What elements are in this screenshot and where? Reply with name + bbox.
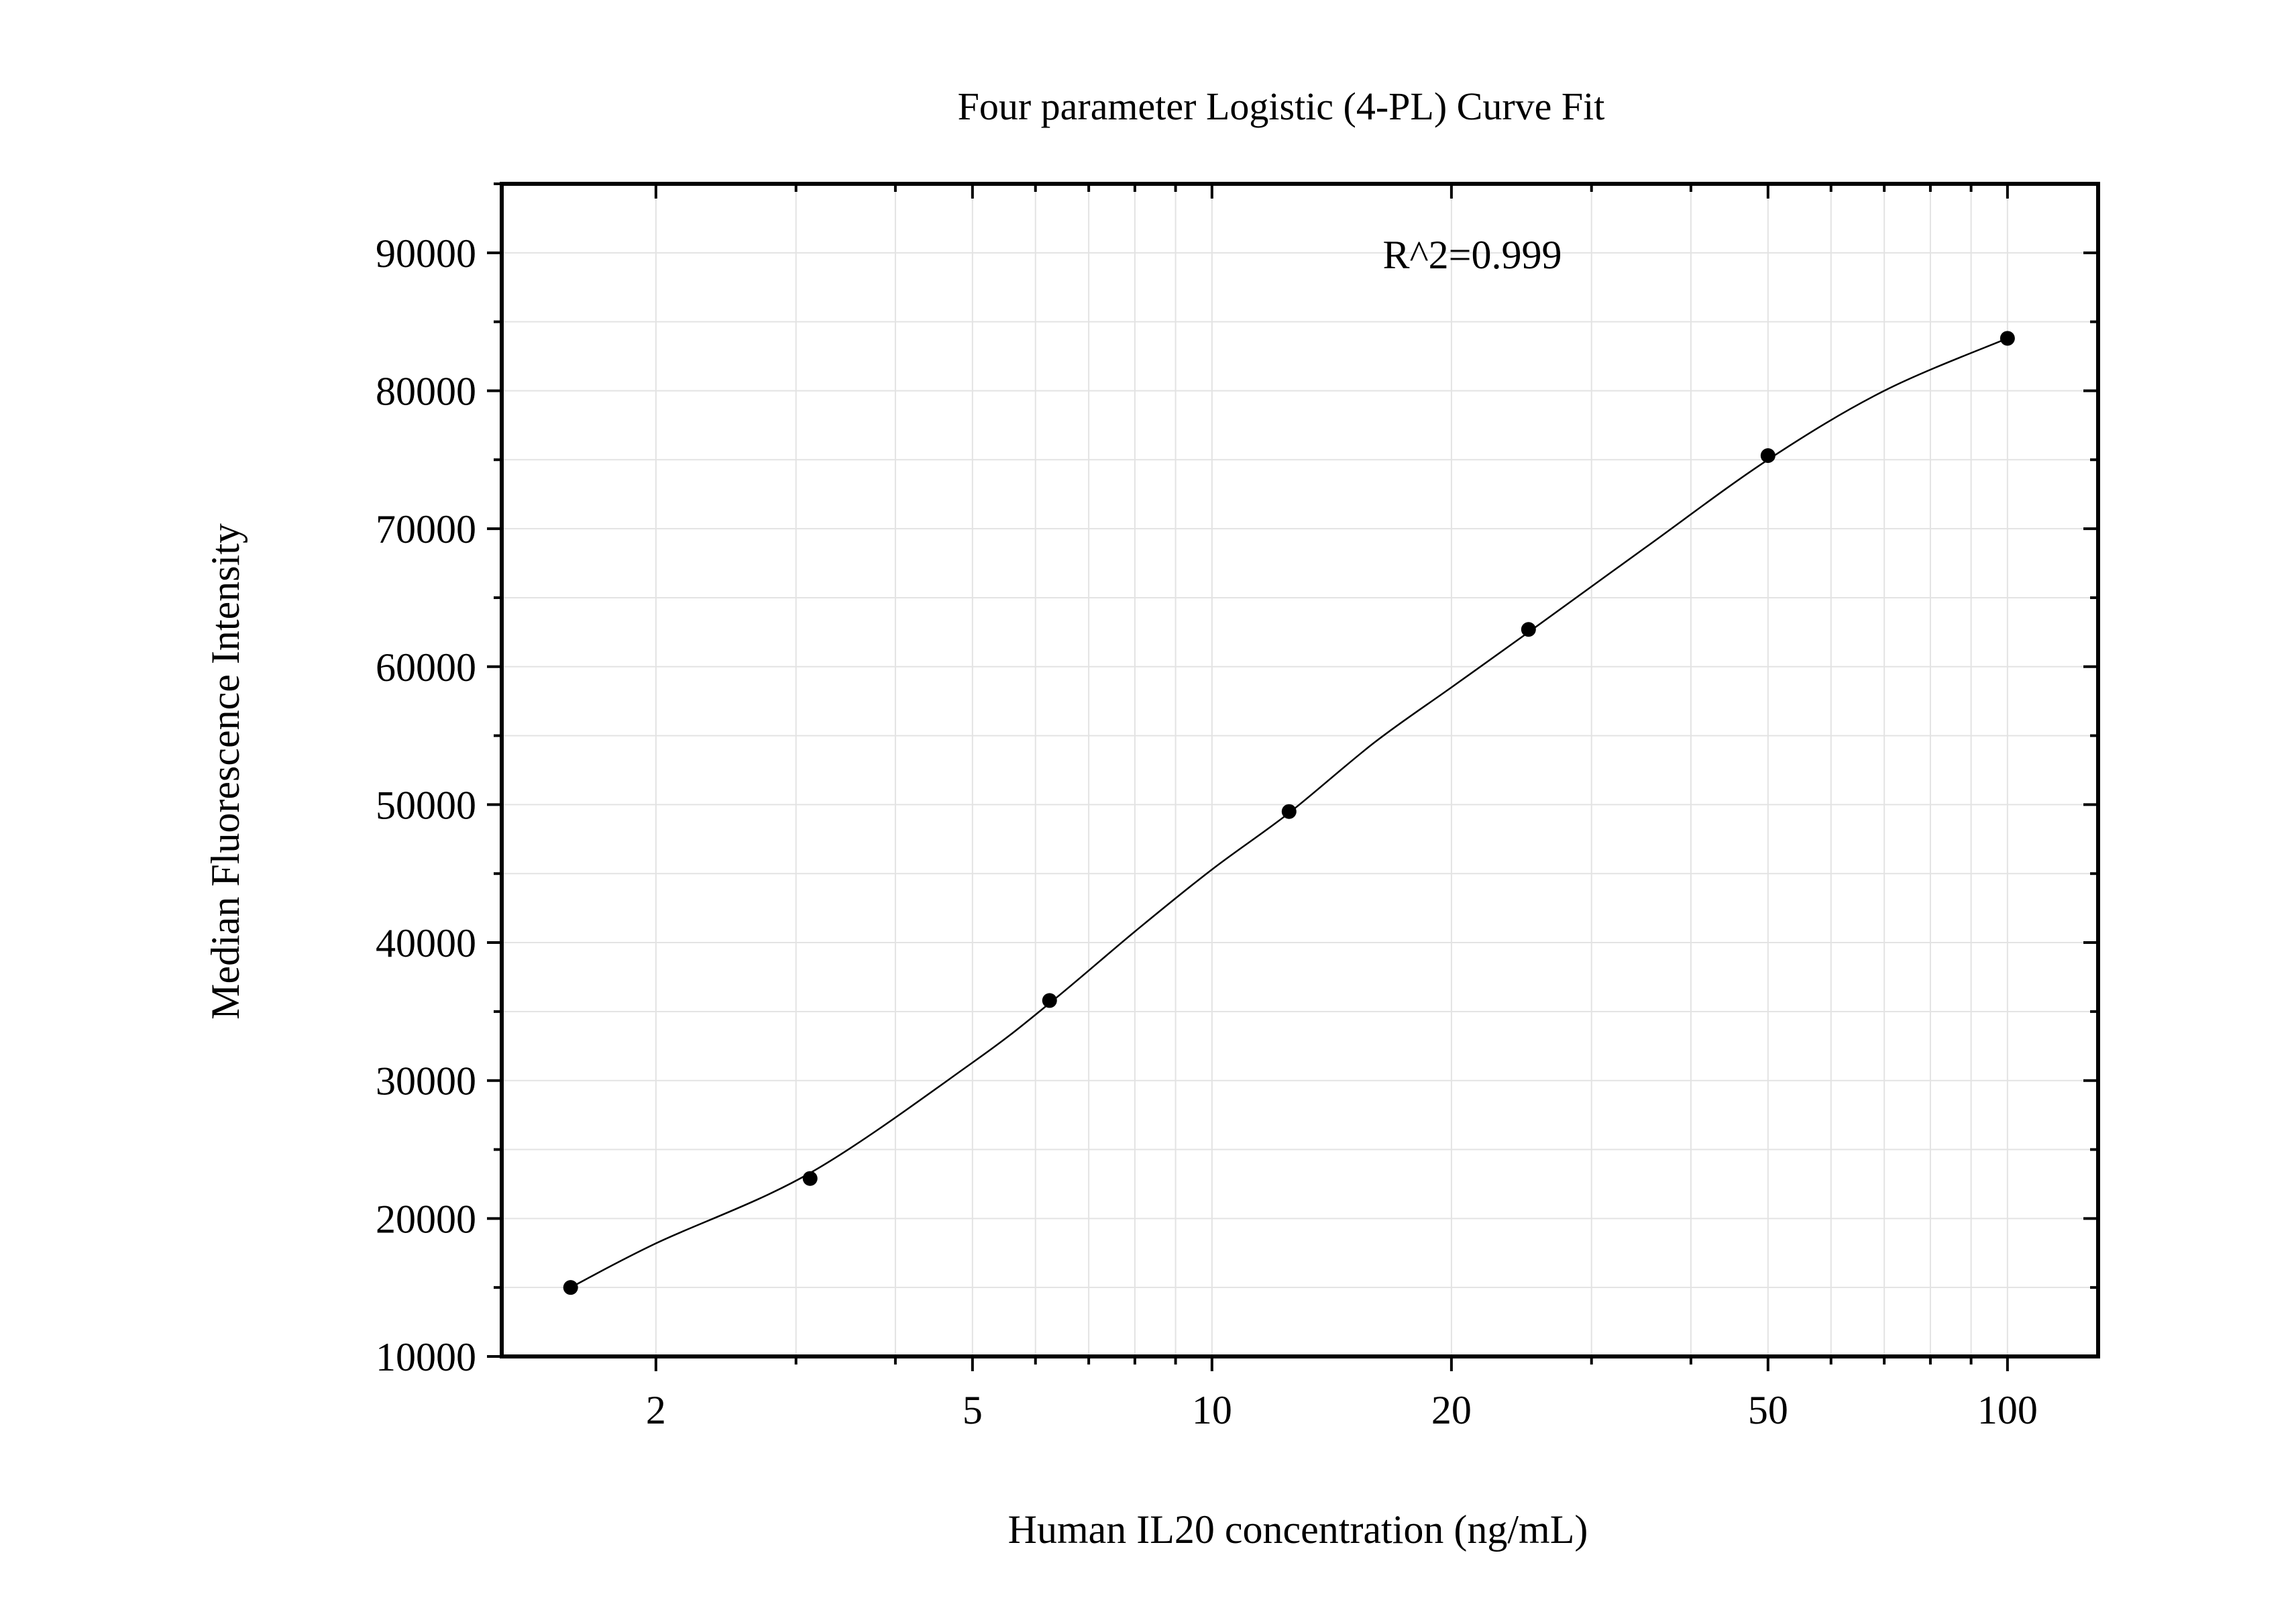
x-tick-label: 2 bbox=[646, 1388, 666, 1432]
y-tick-label: 10000 bbox=[376, 1335, 476, 1379]
data-point bbox=[1042, 993, 1057, 1008]
y-tick-label: 60000 bbox=[376, 645, 476, 690]
x-tick-label: 100 bbox=[1977, 1388, 2038, 1432]
data-point bbox=[1760, 448, 1775, 464]
x-tick-label: 10 bbox=[1192, 1388, 1232, 1432]
y-tick-label: 20000 bbox=[376, 1197, 476, 1241]
data-point bbox=[563, 1280, 578, 1295]
x-tick-label: 20 bbox=[1431, 1388, 1472, 1432]
axis-ticks bbox=[487, 182, 2098, 1371]
y-tick-label: 90000 bbox=[376, 231, 476, 276]
data-point bbox=[1281, 804, 1297, 819]
x-axis-label: Human IL20 concentration (ng/mL) bbox=[1008, 1507, 1588, 1552]
y-tick-label: 70000 bbox=[376, 507, 476, 551]
y-tick-label: 80000 bbox=[376, 369, 476, 413]
y-tick-label: 30000 bbox=[376, 1059, 476, 1104]
plot-frame bbox=[500, 182, 2100, 1358]
chart-title: Four parameter Logistic (4-PL) Curve Fit bbox=[958, 85, 1605, 128]
tick-labels: 2 5 10 20 50 100 10000 20000 30000 40000 50000 6000… bbox=[376, 231, 2038, 1432]
y-tick-label: 40000 bbox=[376, 921, 476, 965]
x-tick-label: 50 bbox=[1748, 1388, 1788, 1432]
r-squared-annotation: R^2=0.999 bbox=[1382, 233, 1562, 277]
data-point bbox=[1521, 622, 1536, 637]
data-point bbox=[2000, 331, 2015, 346]
data-point bbox=[802, 1171, 818, 1186]
data-points bbox=[563, 331, 2015, 1295]
x-tick-label: 5 bbox=[963, 1388, 983, 1432]
y-tick-label: 50000 bbox=[376, 783, 476, 827]
y-axis-label: Median Fluorescence Intensity bbox=[203, 523, 248, 1020]
grid bbox=[502, 183, 2098, 1356]
